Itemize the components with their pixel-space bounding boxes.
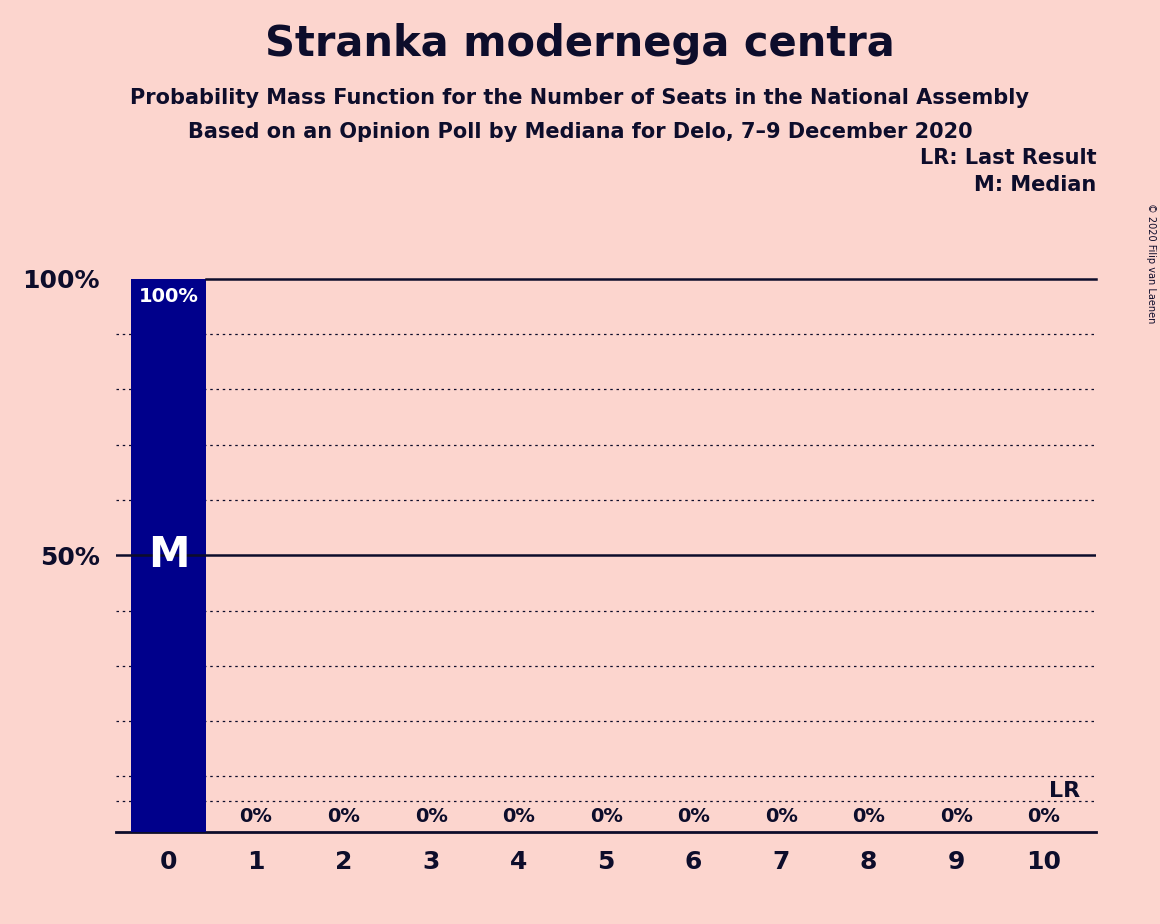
Text: 0%: 0% <box>414 807 448 826</box>
Text: Probability Mass Function for the Number of Seats in the National Assembly: Probability Mass Function for the Number… <box>130 88 1030 108</box>
Text: 0%: 0% <box>327 807 360 826</box>
Text: 0%: 0% <box>677 807 710 826</box>
Bar <box>131 279 205 832</box>
Text: M: M <box>147 534 189 577</box>
Text: Stranka modernega centra: Stranka modernega centra <box>266 23 894 65</box>
Text: Based on an Opinion Poll by Mediana for Delo, 7–9 December 2020: Based on an Opinion Poll by Mediana for … <box>188 122 972 142</box>
Text: © 2020 Filip van Laenen: © 2020 Filip van Laenen <box>1146 203 1155 323</box>
Text: 0%: 0% <box>1028 807 1060 826</box>
Text: 0%: 0% <box>764 807 798 826</box>
Text: 0%: 0% <box>940 807 972 826</box>
Text: 0%: 0% <box>240 807 273 826</box>
Text: LR: LR <box>1050 781 1080 801</box>
Text: M: Median: M: Median <box>974 176 1096 195</box>
Text: 0%: 0% <box>589 807 623 826</box>
Text: 0%: 0% <box>853 807 885 826</box>
Text: LR: Last Result: LR: Last Result <box>920 148 1096 167</box>
Text: 100%: 100% <box>138 287 198 306</box>
Text: 0%: 0% <box>502 807 535 826</box>
